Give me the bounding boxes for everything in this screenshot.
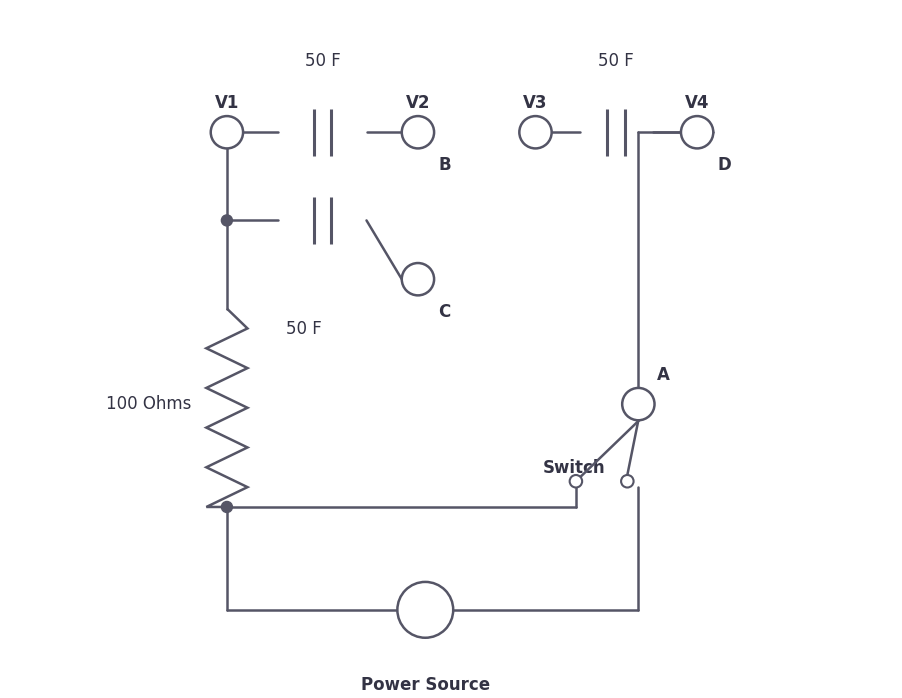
Text: 50 F: 50 F [286,320,321,338]
Circle shape [221,215,233,226]
Circle shape [398,582,453,638]
Text: B: B [438,156,451,174]
Text: V4: V4 [685,94,709,112]
Text: 100 Ohms: 100 Ohms [106,395,191,413]
Text: 50 F: 50 F [598,52,634,70]
Text: Switch: Switch [543,459,605,477]
Circle shape [401,263,434,295]
Text: 50 F: 50 F [305,52,340,70]
Circle shape [570,475,582,487]
Text: +|: +| [413,602,430,618]
Circle shape [621,475,633,487]
Circle shape [401,116,434,149]
Text: V3: V3 [523,94,548,112]
Text: V1: V1 [215,94,239,112]
Text: V2: V2 [406,94,430,112]
Text: Power Source: Power Source [361,676,490,694]
Text: A: A [657,366,669,383]
Text: D: D [718,156,732,174]
Circle shape [221,501,233,512]
Text: C: C [438,303,451,320]
Circle shape [681,116,713,149]
Circle shape [520,116,552,149]
Circle shape [622,388,655,420]
Circle shape [211,116,243,149]
